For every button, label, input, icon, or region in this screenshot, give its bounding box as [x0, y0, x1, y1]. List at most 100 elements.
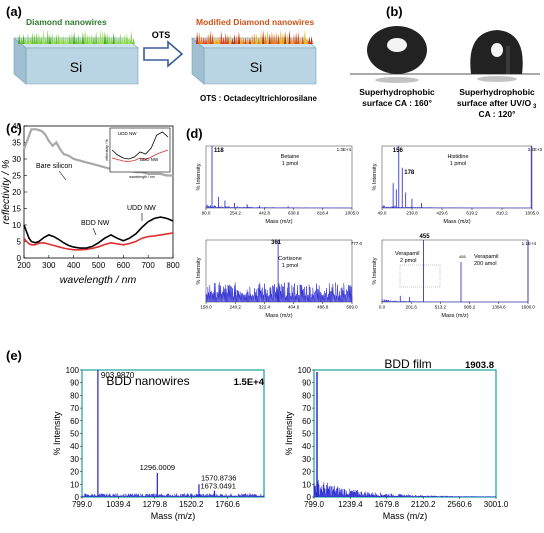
left-block-title: Diamond nanowires — [26, 17, 107, 27]
y-tick-label: 10 — [302, 480, 311, 489]
x-tick-label: 80.0 — [202, 211, 211, 216]
nanowire-spike — [279, 29, 282, 44]
y-axis-label: % Intensity — [196, 257, 202, 284]
nanowire-spike — [26, 32, 30, 44]
noise-trace — [81, 493, 265, 498]
noise-trace — [205, 282, 353, 303]
spectrum-title: Histidine — [447, 154, 468, 160]
nanowire-spike — [40, 36, 43, 44]
inset-xlabel: wavelength / nm — [129, 175, 155, 179]
y-tick-label: 50 — [70, 430, 79, 439]
caption-160-line1: Superhydrophobic — [359, 87, 435, 97]
x-axis-label: Mass (m/z) — [151, 511, 196, 521]
nanowire-spike — [215, 37, 219, 44]
nanowire-spike — [99, 30, 102, 44]
y-axis-label: % Intensity — [372, 163, 378, 190]
nanowire-spike — [224, 32, 227, 44]
y-tick-label: 25 — [12, 172, 21, 181]
scale-label: 3.2E+3 — [528, 147, 543, 152]
y-tick-label: 10 — [70, 480, 79, 489]
x-tick-label: 0.0 — [379, 305, 386, 310]
x-tick-label: 600 — [117, 261, 131, 270]
y-tick-label: 20 — [70, 468, 79, 477]
x-tick-label: 429.6 — [436, 211, 448, 216]
y-tick-label: 30 — [302, 455, 311, 464]
caption-120-line3: CA : 120° — [478, 109, 516, 119]
x-tick-label: 2120.2 — [411, 500, 436, 509]
x-tick-label: 500 — [92, 261, 106, 270]
x-tick-label: 400 — [67, 261, 81, 270]
y-axis-label: % Intensity — [196, 163, 202, 190]
spectrum-title: BDD film — [384, 357, 431, 371]
spectrum-title-2: Verapamil — [395, 251, 419, 257]
nanowire-spike — [46, 29, 49, 44]
nanowire-spike — [218, 35, 221, 44]
peak-label: 1673.0491 — [200, 482, 235, 491]
x-tick-label: 240.2 — [230, 305, 242, 310]
ms-histidine: 49.0 239.8 429.6 619.2 810.2 1005.0 Mass (m/z)… — [372, 145, 543, 225]
x-axis-label: Mass (m/z) — [441, 313, 468, 319]
nanowire-spike — [119, 32, 122, 44]
nanowires-right — [196, 29, 313, 44]
x-tick-label: 908.2 — [464, 305, 476, 310]
nanowire-spike — [222, 36, 225, 44]
panel-e-label: (e) — [6, 348, 22, 363]
y-tick-label: 70 — [70, 404, 79, 413]
nanowire-spike — [90, 33, 93, 44]
nanowire-spike — [22, 34, 25, 44]
y-tick-label: 0 — [307, 493, 312, 502]
y-tick-label: 20 — [12, 188, 21, 197]
nanowire-spike — [108, 35, 111, 44]
peak-label: 903.9870 — [101, 371, 135, 380]
nanowire-spike — [273, 33, 276, 44]
nanowire-spike — [240, 35, 243, 44]
inset-series-bdd — [111, 149, 169, 162]
nanowire-spike — [64, 37, 67, 44]
y-tick-label: 35 — [12, 139, 21, 148]
x-tick-label: 300 — [42, 261, 56, 270]
x-tick-label: 486.8 — [317, 305, 329, 310]
x-tick-label: 1239.4 — [338, 500, 363, 509]
x-tick-label: 1279.8 — [143, 500, 168, 509]
nanowire-spike — [130, 29, 133, 44]
series-udd-nw — [23, 216, 174, 249]
nanowire-spike — [59, 36, 63, 44]
nanowire-spike — [103, 31, 107, 44]
nanowire-spike — [31, 32, 34, 44]
y-tick-label: 60 — [302, 417, 311, 426]
x-tick-label: 200 — [17, 261, 31, 270]
nanowire-spike — [95, 31, 98, 44]
nanowire-spike — [66, 35, 69, 44]
nanowire-spike — [275, 32, 278, 44]
anno-udd-nw: UDD NW — [127, 205, 156, 212]
scale-label: 777.0 — [351, 241, 363, 246]
y-tick-label: 40 — [70, 442, 79, 451]
reflectivity-chart: 200 300 400 500 600 700 800 0 5 10 15 20 25 30 35 40 — [12, 122, 180, 270]
anno-bare-silicon: Bare silicon — [36, 163, 72, 170]
panel-a: (a) Diamond nanowires Si OTS Modified Di… — [6, 4, 317, 103]
arrow-label: OTS — [152, 30, 171, 40]
x-tick-label: 322.4 — [259, 305, 271, 310]
x-tick-label: 3001.0 — [484, 500, 509, 509]
nanowire-spike — [92, 35, 96, 44]
spectrum-subtitle: 1 pmol — [282, 161, 299, 167]
anno-bdd-nw: BDD NW — [81, 220, 110, 227]
panel-c-label: (c) — [6, 121, 22, 136]
x-axis-label: Mass (m/z) — [265, 219, 292, 225]
x-tick-label: 239.8 — [406, 211, 418, 216]
x-tick-label: 49.0 — [378, 211, 387, 216]
peak-label: 1296.0009 — [140, 463, 175, 472]
x-tick-label: 1520.2 — [179, 500, 204, 509]
x-tick-label: 513.2 — [435, 305, 447, 310]
panel-b-label: (b) — [386, 4, 403, 19]
spectrum-title: Cortisone — [278, 256, 302, 262]
nanowire-spike — [211, 33, 214, 44]
spectrum-subtitle: 200 amol — [474, 261, 497, 267]
nanowire-spike — [270, 30, 274, 44]
peak-label: 455 — [420, 234, 431, 240]
x-axis-label: Mass (m/z) — [443, 219, 470, 225]
y-tick-label: 100 — [298, 366, 312, 375]
plot-frame — [205, 145, 353, 209]
x-tick-label: 1005.0 — [525, 211, 539, 216]
x-tick-label: 442.8 — [259, 211, 271, 216]
